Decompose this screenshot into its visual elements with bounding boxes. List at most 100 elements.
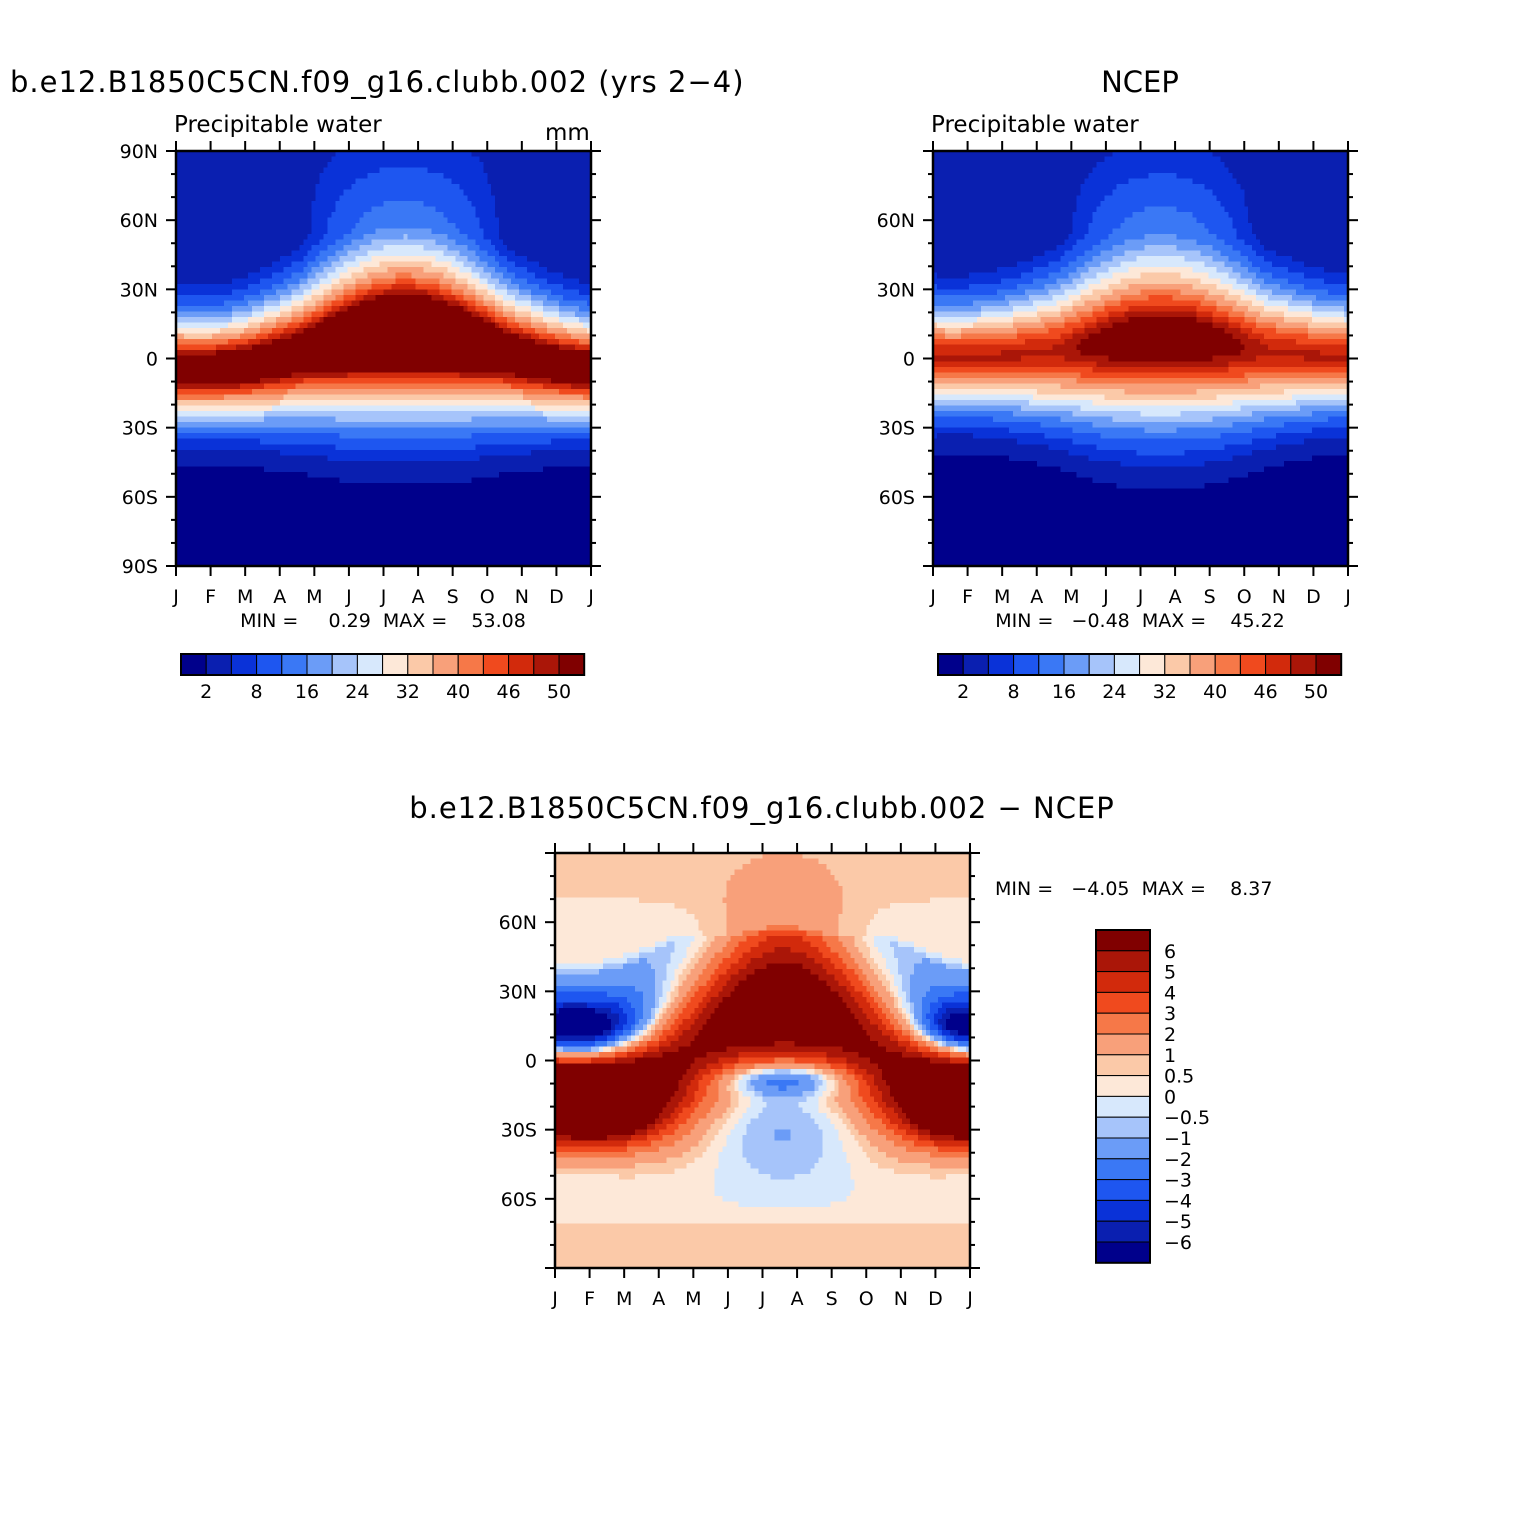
heatmap-cell-run [1092,422,1233,428]
heatmap-cell-run [319,239,336,246]
heatmap-cell-run [447,267,460,273]
heatmap-cell-run [602,963,623,970]
heatmap-cell-run [1092,477,1229,484]
heatmap-cell-run [926,952,943,959]
heatmap-cell-run [618,1019,627,1025]
colorbar-label: 5 [1164,962,1176,984]
heatmap-cell-run [176,339,228,345]
heatmap-cell-run [311,283,320,290]
heatmap-cell-run [303,239,320,246]
heatmap-cell-run [626,1019,635,1025]
heatmap-cell-run [1176,206,1225,212]
heatmap-cell-run [834,1085,839,1092]
heatmap-cell-run [387,267,424,273]
heatmap-cell-run [291,250,308,257]
heatmap-cell-run [722,1063,735,1069]
heatmap-cell-run [1304,261,1348,268]
heatmap-cell-run [176,460,591,467]
heatmap-cell-run [933,211,1073,218]
heatmap-cell-run [933,305,981,312]
heatmap-cell-run [279,311,292,318]
heatmap-cell-run [1228,477,1348,484]
heatmap-cell-run [1084,234,1109,240]
heatmap-cell-run [315,195,340,201]
heatmap-cell-run [176,267,260,273]
heatmap-cell-run [678,963,687,970]
heatmap-cell-run [511,328,524,334]
heatmap-cell-run [1256,272,1273,279]
heatmap-cell-run [686,952,695,959]
heatmap-cell-run [650,963,667,970]
heatmap-cell-run [435,239,456,246]
heatmap-cell-run [614,1030,623,1036]
heatmap-cell-run [902,1007,907,1014]
heatmap-cell-run [1244,200,1348,207]
heatmap-cell-run [914,1019,919,1025]
heatmap-cell-run [610,1007,623,1014]
heatmap-cell-run [722,985,735,992]
colorbar-frame [1095,929,1151,1264]
heatmap-cell-run [698,958,711,964]
heatmap-cell-run [674,969,683,975]
heatmap-cell-run [231,305,252,312]
heatmap-cell-run [176,394,224,401]
heatmap-cell-run [1072,245,1093,251]
heatmap-cell-run [279,400,532,406]
heatmap-cell-run [323,289,332,295]
y-tick-label: 30S [501,1120,537,1142]
heatmap-cell-run [818,1102,827,1108]
heatmap-cell-run [898,996,903,1003]
heatmap-cell-run [622,1041,627,1047]
heatmap-cell-run [758,1168,811,1175]
heatmap-cell-run [714,1190,851,1197]
heatmap-cell-run [176,388,252,395]
heatmap-cell-run [894,1107,903,1114]
heatmap-cell-run [682,958,691,964]
heatmap-cell-run [447,234,468,240]
heatmap-cell-run [678,1046,727,1053]
heatmap-cell-run [933,261,1017,268]
heatmap-cell-run [1120,300,1201,307]
heatmap-cell-run [499,322,508,329]
colorbar-swatch [1095,950,1151,973]
heatmap-cell-run [858,947,871,953]
colorbar-swatch [1095,1179,1151,1201]
heatmap-cell-run [475,294,484,301]
heatmap-cell-run [854,941,867,948]
heatmap-cell-run [559,388,591,395]
heatmap-cell-run [850,1090,859,1097]
heatmap-cell-run [766,1102,799,1108]
y-tick-label: 0 [525,1051,537,1073]
heatmap-cell-run [806,1068,815,1075]
heatmap-cell-run [698,919,727,926]
heatmap-cell-run [758,1074,811,1080]
heatmap-cell-run [866,985,875,992]
heatmap-cell-run [850,1190,970,1197]
heatmap-cell-run [890,941,899,948]
heatmap-cell-run [407,234,448,240]
heatmap-cell-run [499,261,516,268]
heatmap-cell-run [1272,261,1305,268]
heatmap-cell-run [906,1046,919,1053]
heatmap-cell-run [642,996,655,1003]
heatmap-cell-run [933,317,977,323]
heatmap-cell-run [898,1041,911,1047]
heatmap-cell-run [654,1013,659,1020]
heatmap-cell-run [363,234,404,240]
heatmap-cell-run [933,173,1089,179]
heatmap-cell-run [846,974,859,981]
heatmap-cell-run [1244,195,1348,201]
heatmap-cell-run [1088,267,1109,273]
heatmap-cell-run [1228,272,1241,279]
heatmap-cell-run [507,267,528,273]
heatmap-cell-run [866,974,879,981]
heatmap-cell-run [479,156,591,163]
heatmap-cell-run [690,996,703,1003]
heatmap-cell-run [933,339,1025,345]
heatmap-cell-run [818,858,970,865]
heatmap-cell-run [746,936,767,942]
heatmap-cell-run [343,245,360,251]
heatmap-cell-run [718,963,731,970]
heatmap-cell-run [818,1157,847,1163]
heatmap-cell-run [742,1140,823,1147]
